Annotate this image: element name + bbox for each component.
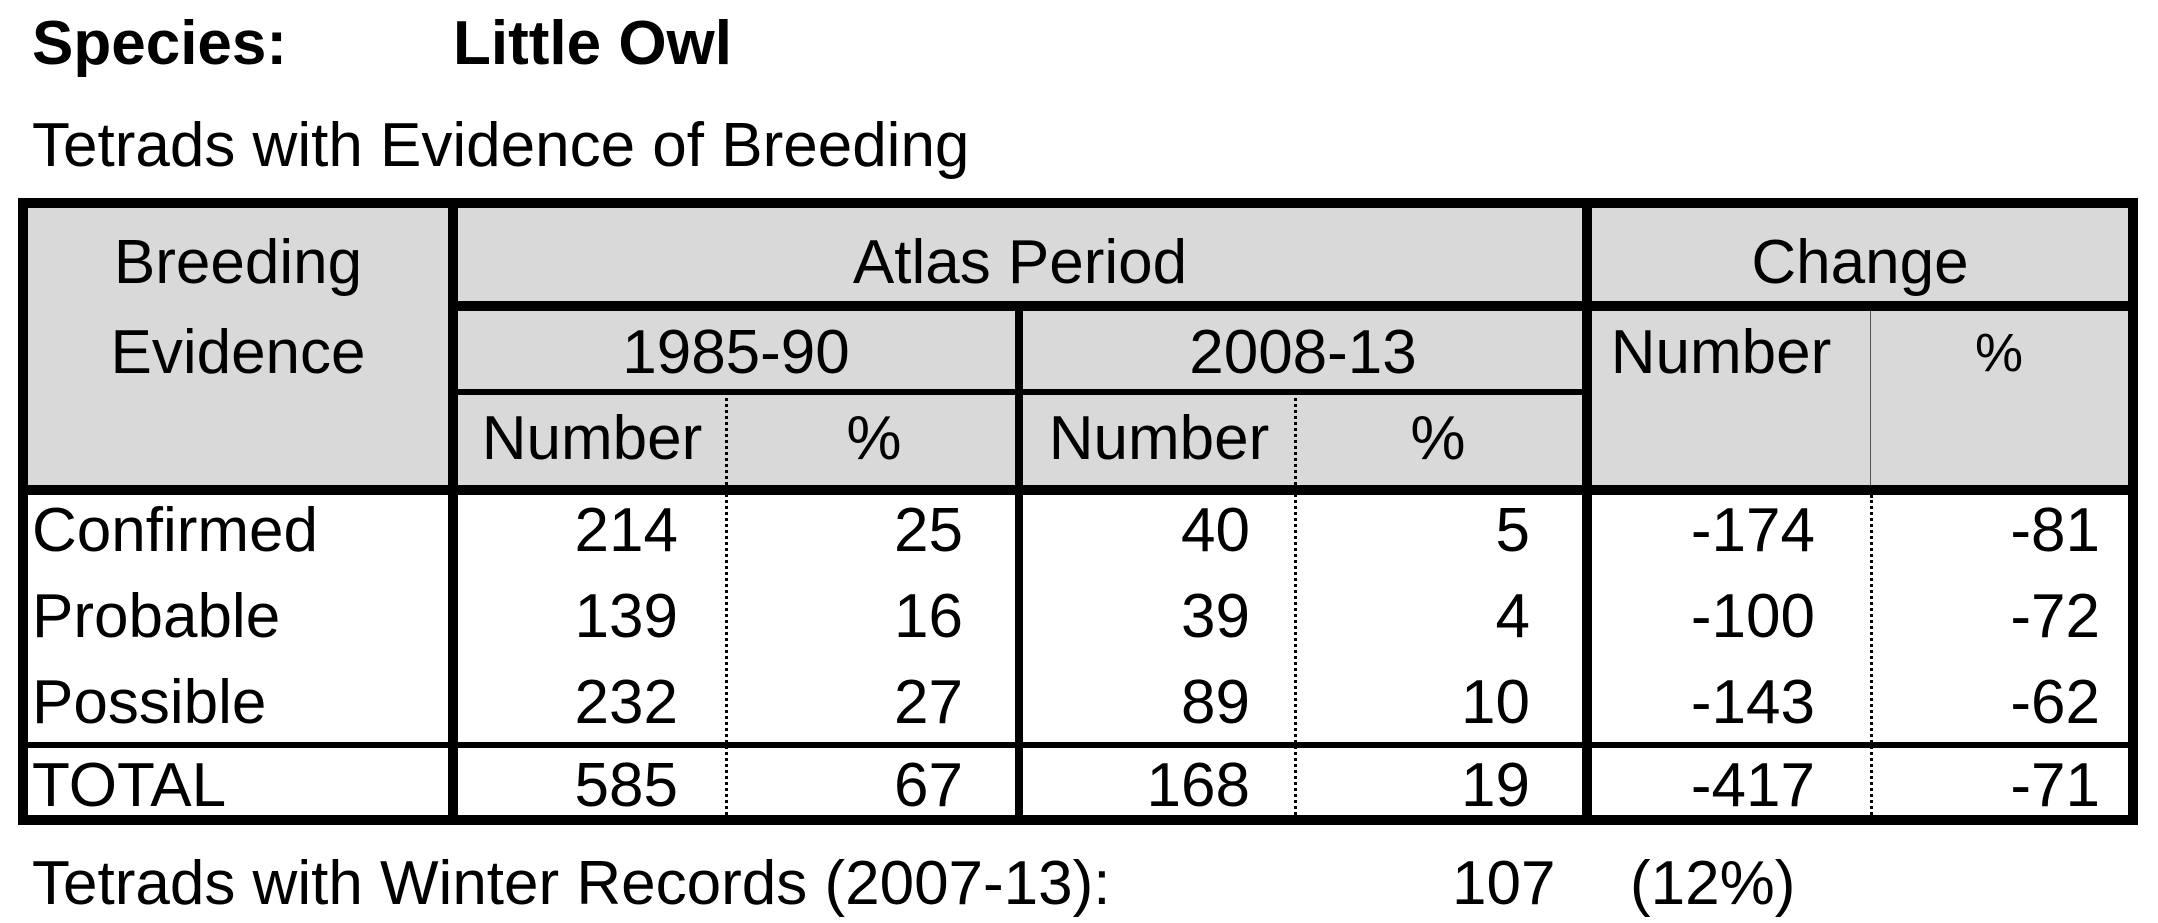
header-1985-percent: %	[846, 404, 902, 473]
header-change-cell	[1592, 208, 2128, 485]
row-change-percent: -72	[2010, 582, 2100, 651]
row-change-number: -174	[1690, 496, 1815, 565]
row-change-percent: -62	[2010, 668, 2100, 737]
header-period-2008-13: 2008-13	[1189, 318, 1417, 387]
header-change-percent: %	[1974, 323, 2024, 383]
row-1985-percent: 27	[894, 668, 963, 737]
divider-horizontal	[458, 389, 1582, 395]
table-subtitle: Tetrads with Evidence of Breeding	[32, 111, 970, 180]
header-change: Change	[1751, 228, 1969, 297]
total-change-percent: -71	[2010, 751, 2100, 820]
header-2008-percent: %	[1410, 404, 1466, 473]
row-change-number: -143	[1690, 668, 1815, 737]
header-period-1985-90: 1985-90	[622, 318, 850, 387]
row-1985-percent: 16	[894, 582, 963, 651]
total-change-number: -417	[1690, 751, 1815, 820]
row-2008-percent: 4	[1495, 582, 1530, 651]
row-1985-percent: 25	[894, 496, 963, 565]
divider-horizontal	[458, 301, 2128, 311]
header-1985-number: Number	[481, 404, 703, 473]
divider-vertical	[448, 208, 458, 815]
row-change-percent: -81	[2010, 496, 2100, 565]
row-label: Probable	[32, 582, 281, 651]
header-breeding-evidence-cell	[28, 208, 448, 485]
dotted-separator	[1294, 398, 1297, 815]
divider-horizontal	[28, 742, 2128, 748]
total-1985-number: 585	[574, 751, 678, 820]
row-label: Confirmed	[32, 496, 318, 565]
row-label: Possible	[32, 668, 267, 737]
total-2008-percent: 19	[1461, 751, 1530, 820]
dotted-separator	[1870, 495, 1873, 815]
species-label: Species:	[32, 9, 288, 78]
divider-vertical	[1582, 208, 1592, 815]
divider-horizontal	[28, 485, 2128, 495]
divider-vertical	[1015, 311, 1023, 815]
row-2008-number: 89	[1181, 668, 1250, 737]
winter-records-label: Tetrads with Winter Records (2007-13):	[32, 849, 1111, 918]
breeding-evidence-table: Breeding Evidence Atlas Period Change 19…	[18, 198, 2138, 825]
row-1985-number: 232	[574, 668, 678, 737]
winter-records-percent: (12%)	[1630, 849, 1796, 918]
row-change-number: -100	[1690, 582, 1815, 651]
row-1985-number: 214	[574, 496, 678, 565]
total-2008-number: 168	[1146, 751, 1250, 820]
row-2008-number: 40	[1181, 496, 1250, 565]
row-1985-number: 139	[574, 582, 678, 651]
header-evidence-line2: Evidence	[110, 318, 366, 387]
header-breeding-line1: Breeding	[113, 228, 363, 297]
total-1985-percent: 67	[894, 751, 963, 820]
total-label: TOTAL	[32, 751, 227, 820]
header-atlas-period: Atlas Period	[852, 228, 1188, 297]
header-change-number: Number	[1610, 318, 1832, 387]
row-2008-percent: 5	[1495, 496, 1530, 565]
row-2008-percent: 10	[1461, 668, 1530, 737]
species-name: Little Owl	[453, 9, 732, 78]
row-2008-number: 39	[1181, 582, 1250, 651]
thin-separator	[1870, 311, 1871, 485]
header-2008-number: Number	[1048, 404, 1270, 473]
dotted-separator	[725, 398, 728, 815]
winter-records-value: 107	[1452, 849, 1556, 918]
